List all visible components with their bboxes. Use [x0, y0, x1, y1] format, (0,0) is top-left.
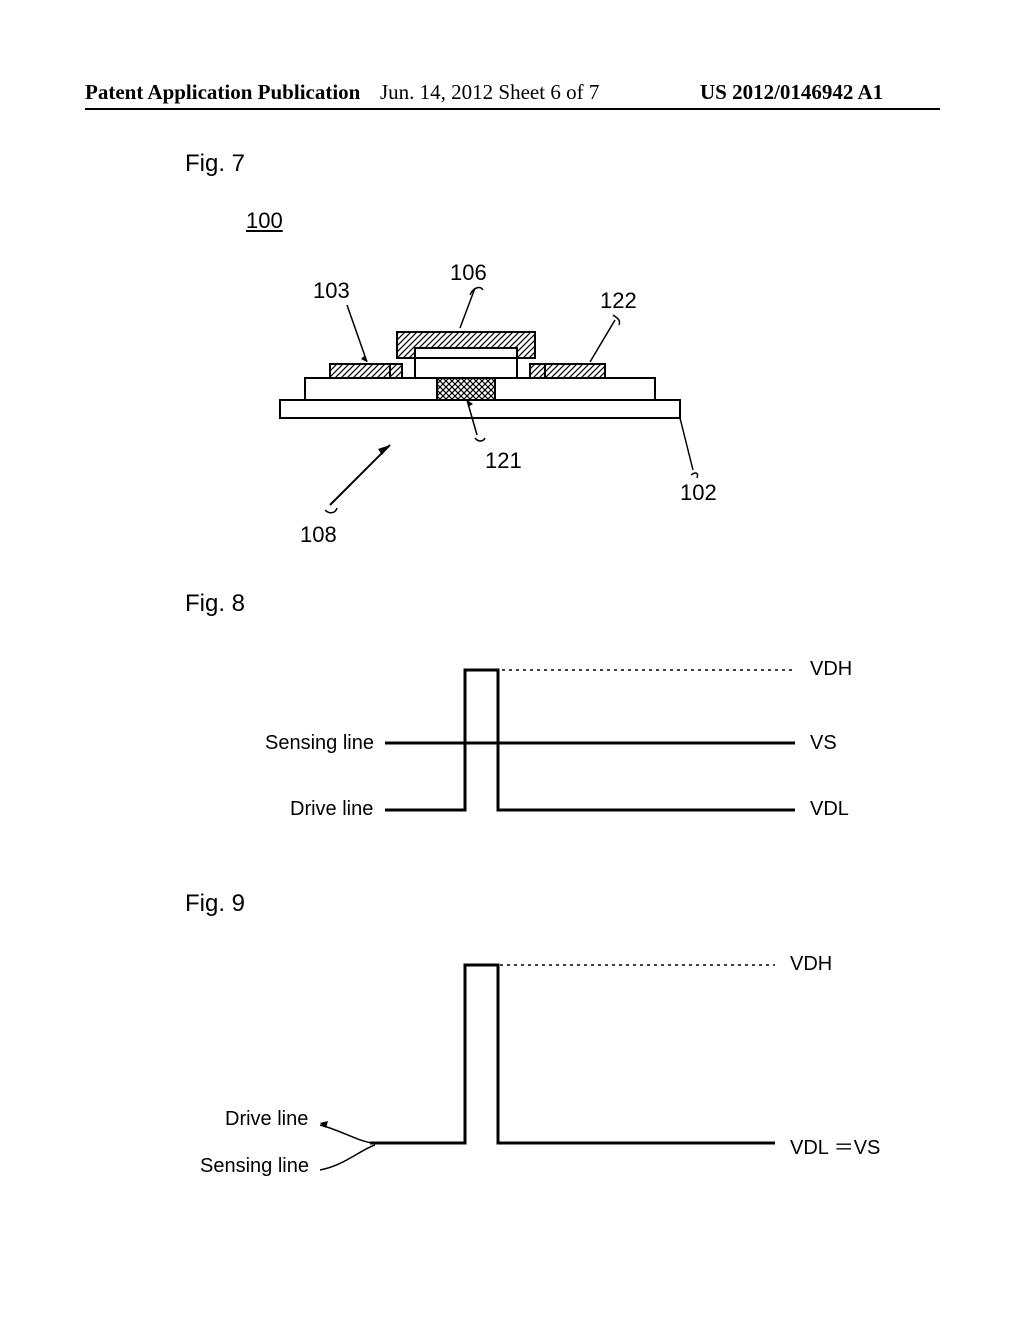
fig8-sensing-label: Sensing line	[265, 732, 374, 755]
fig7-drawing	[275, 270, 705, 550]
fig8-drive-label: Drive line	[290, 798, 373, 821]
fig8-vdh: VDH	[810, 658, 852, 681]
fig7-ref-102: 102	[680, 480, 717, 506]
page: Patent Application Publication Jun. 14, …	[0, 0, 1024, 1320]
fig9-vdh: VDH	[790, 953, 832, 976]
fig7-ref-100: 100	[246, 208, 283, 234]
fig9-sensing-label: Sensing line	[200, 1155, 309, 1178]
fig7-ref-122: 122	[600, 288, 637, 314]
fig7-ref-103: 103	[313, 278, 350, 304]
fig9-label: Fig. 9	[185, 890, 245, 918]
fig9-vdlvs: VDL ＝VS	[790, 1131, 880, 1160]
fig7-ref-106: 106	[450, 260, 487, 286]
fig8-label: Fig. 8	[185, 590, 245, 618]
header-right: US 2012/0146942 A1	[700, 80, 883, 105]
fig7-ref-108: 108	[300, 522, 337, 548]
fig8-vs: VS	[810, 732, 837, 755]
header-rule	[85, 108, 940, 110]
fig8-vdl: VDL	[810, 798, 849, 821]
fig9-drive-label: Drive line	[225, 1108, 308, 1131]
fig7-label: Fig. 7	[185, 150, 245, 178]
header-mid: Jun. 14, 2012 Sheet 6 of 7	[380, 80, 599, 105]
fig7-ref-121: 121	[485, 448, 522, 474]
header-left: Patent Application Publication	[85, 80, 360, 105]
